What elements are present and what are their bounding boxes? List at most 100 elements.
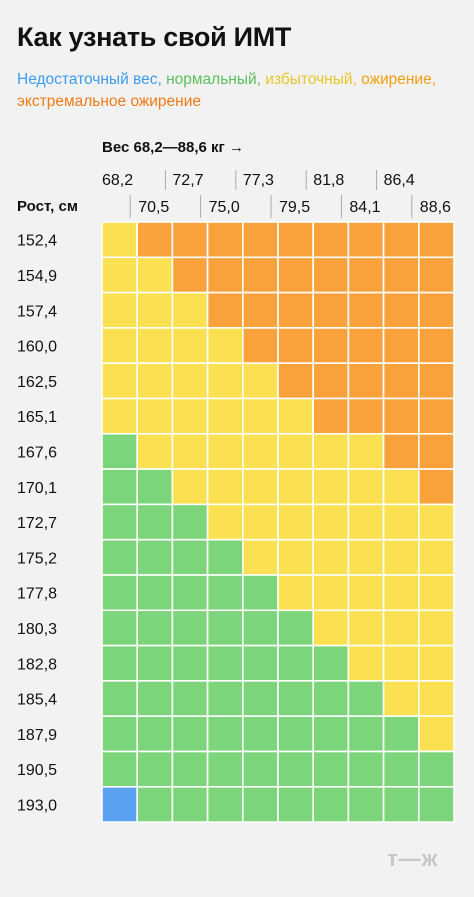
heatmap-cell bbox=[417, 221, 455, 259]
heatmap-cell bbox=[171, 256, 209, 294]
y-tick-label: 154,9 bbox=[17, 268, 57, 285]
heatmap-cell bbox=[347, 644, 385, 682]
heatmap-cell bbox=[206, 327, 244, 364]
y-tick-label: 170,1 bbox=[17, 480, 57, 497]
heatmap-cell bbox=[347, 362, 385, 400]
heatmap-cell bbox=[171, 291, 209, 329]
heatmap-cell bbox=[382, 680, 420, 718]
x-tick-label-upper: 81,8 bbox=[313, 172, 344, 189]
heatmap-cell bbox=[171, 397, 209, 435]
heatmap-cell bbox=[136, 538, 174, 576]
heatmap-cell bbox=[242, 256, 279, 294]
heatmap-cell bbox=[382, 327, 420, 364]
heatmap-cell bbox=[277, 644, 315, 682]
heatmap-cell bbox=[312, 503, 350, 541]
heatmap-cell bbox=[382, 432, 420, 470]
heatmap-cell bbox=[206, 785, 244, 823]
heatmap-cell bbox=[382, 362, 420, 400]
heatmap-cell bbox=[136, 715, 174, 753]
heatmap-cell bbox=[242, 327, 279, 364]
heatmap-cell bbox=[136, 432, 174, 470]
y-tick-label: 165,1 bbox=[17, 409, 57, 426]
heatmap-cell bbox=[382, 715, 420, 753]
y-tick-label: 190,5 bbox=[17, 762, 57, 779]
heatmap-cell bbox=[242, 715, 279, 753]
legend-underweight: Недостаточный вес, bbox=[17, 71, 162, 88]
heatmap-cell bbox=[171, 715, 209, 753]
heatmap-cell bbox=[277, 256, 315, 294]
heatmap-cell bbox=[347, 468, 385, 506]
heatmap-cell bbox=[136, 468, 174, 506]
heatmap-cell bbox=[382, 291, 420, 329]
heatmap-cell bbox=[242, 644, 279, 682]
heatmap-cell bbox=[101, 503, 139, 541]
heatmap-cell bbox=[312, 256, 350, 294]
heatmap-cell bbox=[101, 609, 139, 647]
heatmap-cell bbox=[417, 503, 455, 541]
heatmap-cell bbox=[312, 327, 350, 364]
x-tick-label-lower: 75,0 bbox=[209, 199, 240, 216]
heatmap-cell bbox=[417, 327, 455, 364]
y-tick-label: 175,2 bbox=[17, 550, 57, 567]
heatmap-cell bbox=[101, 715, 139, 753]
heatmap-cell bbox=[101, 750, 139, 788]
heatmap-cell bbox=[312, 221, 350, 259]
heatmap-cell bbox=[347, 397, 385, 435]
y-axis-label: Рост, см bbox=[17, 198, 78, 215]
heatmap-cell bbox=[312, 574, 350, 612]
heatmap-cell bbox=[206, 362, 244, 400]
heatmap-cell bbox=[101, 644, 139, 682]
heatmap-cell bbox=[347, 715, 385, 753]
heatmap-cell bbox=[171, 750, 209, 788]
heatmap-cell bbox=[347, 432, 385, 470]
heatmap-cell bbox=[242, 432, 279, 470]
heatmap-cell bbox=[206, 221, 244, 259]
x-tick-label-upper: 77,3 bbox=[243, 172, 274, 189]
heatmap-cell bbox=[417, 609, 455, 647]
heatmap-cell bbox=[382, 750, 420, 788]
heatmap-cell bbox=[417, 750, 455, 788]
y-tick-label: 187,9 bbox=[17, 727, 57, 744]
x-axis-label: Вес 68,2—88,6 кг → bbox=[102, 139, 244, 156]
heatmap-cell bbox=[417, 362, 455, 400]
heatmap-cell bbox=[417, 468, 455, 506]
heatmap-cell bbox=[347, 327, 385, 364]
heatmap-cell bbox=[136, 750, 174, 788]
y-tick-label: 185,4 bbox=[17, 692, 57, 709]
heatmap-cell bbox=[242, 397, 279, 435]
heatmap-cell bbox=[417, 785, 455, 823]
heatmap-cell bbox=[277, 785, 315, 823]
heatmap-cell bbox=[417, 644, 455, 682]
heatmap-cell bbox=[171, 680, 209, 718]
heatmap-cell bbox=[136, 503, 174, 541]
heatmap-cell bbox=[347, 750, 385, 788]
y-tick-label: 152,4 bbox=[17, 233, 57, 250]
heatmap-cell bbox=[206, 644, 244, 682]
heatmap-cell bbox=[312, 432, 350, 470]
heatmap-cell bbox=[347, 256, 385, 294]
heatmap-cell bbox=[277, 750, 315, 788]
heatmap-cell bbox=[277, 574, 315, 612]
y-tick-label: 160,0 bbox=[17, 339, 57, 356]
heatmap-cell bbox=[101, 468, 139, 506]
x-tick-label-upper: 72,7 bbox=[172, 172, 203, 189]
heatmap-cell bbox=[417, 256, 455, 294]
heatmap-cell bbox=[136, 327, 174, 364]
y-tick-label: 180,3 bbox=[17, 621, 57, 638]
heatmap-cell bbox=[347, 680, 385, 718]
y-tick-label: 167,6 bbox=[17, 444, 57, 461]
heatmap-cell bbox=[206, 432, 244, 470]
heatmap-cell bbox=[347, 503, 385, 541]
heatmap-cell bbox=[136, 221, 174, 259]
heatmap-cell bbox=[171, 609, 209, 647]
heatmap-cell bbox=[312, 538, 350, 576]
legend-normal: нормальный, bbox=[166, 71, 261, 88]
heatmap-cell bbox=[206, 538, 244, 576]
heatmap-cell bbox=[206, 256, 244, 294]
heatmap-cell bbox=[101, 327, 139, 364]
heatmap-cell bbox=[277, 432, 315, 470]
heatmap-cell bbox=[417, 574, 455, 612]
heatmap-cell bbox=[206, 715, 244, 753]
heatmap-cell bbox=[382, 609, 420, 647]
y-tick-label: 162,5 bbox=[17, 374, 57, 391]
